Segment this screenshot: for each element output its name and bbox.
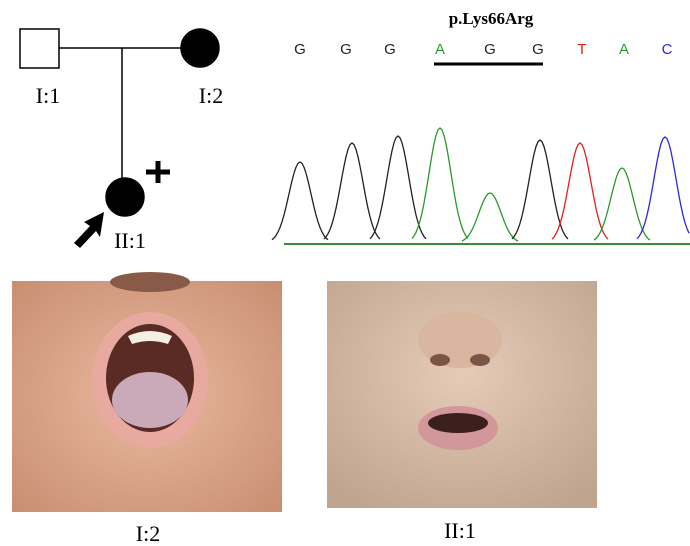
proband-affected (105, 177, 145, 217)
trace-peak (511, 139, 569, 240)
photo (12, 272, 282, 512)
variant-label: p.Lys66Arg (449, 9, 534, 28)
individual-label: I:2 (199, 83, 223, 108)
base-call: G (532, 41, 544, 58)
base-call: A (619, 41, 629, 58)
male-symbol (19, 28, 60, 69)
base-call: G (484, 41, 496, 58)
female-affected (180, 28, 220, 68)
individual-label: I:1 (36, 83, 60, 108)
trace-peak (271, 161, 329, 241)
trace-peak (551, 142, 609, 240)
trace-peak (593, 167, 651, 241)
plus-sign (146, 161, 170, 183)
chromatogram (271, 127, 690, 242)
base-call: G (294, 41, 306, 58)
trace-peak (411, 127, 469, 239)
base-call: G (340, 41, 352, 58)
pedigree (19, 28, 220, 217)
base-call: A (435, 41, 445, 58)
trace-peak (323, 142, 381, 240)
photo (327, 281, 597, 508)
base-call: T (577, 41, 586, 58)
proband-arrow (74, 212, 104, 248)
trace-peak (369, 135, 427, 240)
photo-caption: I:2 (136, 521, 160, 546)
trace-peak (636, 136, 690, 240)
photo-caption: II:1 (444, 518, 476, 543)
trace-peak (461, 192, 519, 242)
base-call: C (662, 41, 673, 58)
individual-label: II:1 (114, 228, 146, 253)
base-call: G (384, 41, 396, 58)
